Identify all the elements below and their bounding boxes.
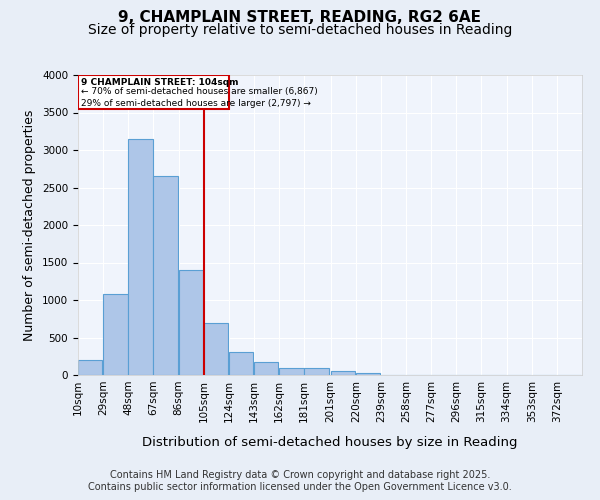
- Bar: [128, 138, 153, 375]
- Y-axis label: Number of semi-detached properties: Number of semi-detached properties: [23, 110, 37, 340]
- Bar: [154, 176, 178, 375]
- Text: 29% of semi-detached houses are larger (2,797) →: 29% of semi-detached houses are larger (…: [80, 98, 311, 108]
- Text: Distribution of semi-detached houses by size in Reading: Distribution of semi-detached houses by …: [142, 436, 518, 449]
- Bar: [279, 368, 304, 375]
- Text: 9 CHAMPLAIN STREET: 104sqm: 9 CHAMPLAIN STREET: 104sqm: [80, 78, 238, 86]
- Bar: [78, 360, 103, 375]
- Text: ← 70% of semi-detached houses are smaller (6,867): ← 70% of semi-detached houses are smalle…: [80, 88, 317, 96]
- FancyBboxPatch shape: [78, 75, 229, 109]
- Bar: [229, 352, 253, 375]
- Bar: [203, 322, 228, 375]
- Bar: [304, 368, 329, 375]
- Bar: [356, 373, 380, 375]
- Bar: [103, 294, 128, 375]
- Text: 9, CHAMPLAIN STREET, READING, RG2 6AE: 9, CHAMPLAIN STREET, READING, RG2 6AE: [119, 10, 482, 25]
- Text: Contains HM Land Registry data © Crown copyright and database right 2025.
Contai: Contains HM Land Registry data © Crown c…: [88, 470, 512, 492]
- Text: Size of property relative to semi-detached houses in Reading: Size of property relative to semi-detach…: [88, 23, 512, 37]
- Bar: [331, 371, 355, 375]
- Bar: [254, 362, 278, 375]
- Bar: [179, 270, 203, 375]
